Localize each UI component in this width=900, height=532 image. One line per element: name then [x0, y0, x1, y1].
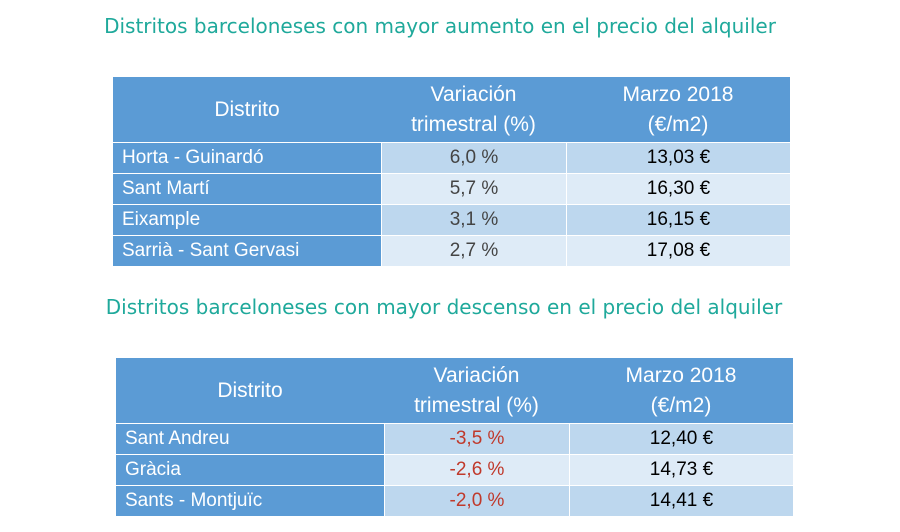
header-price-line1: Marzo 2018: [622, 82, 734, 106]
price-cell: 12,40 €: [569, 423, 793, 454]
table-row: Gràcia -2,6 % 14,73 €: [116, 454, 793, 485]
header-variation-line2: trimestral (%): [411, 112, 536, 136]
price-cell: 16,15 €: [566, 204, 790, 235]
header-district: Distrito: [116, 358, 384, 423]
price-cell: 16,30 €: [566, 173, 790, 204]
header-price-line2: (€/m2): [650, 393, 712, 417]
variation-cell: -2,6 %: [384, 454, 569, 485]
header-variation-line2: trimestral (%): [414, 393, 539, 417]
district-cell: Sants - Montjuïc: [116, 485, 384, 516]
header-row: Distrito Variación trimestral (%) Marzo 2…: [116, 358, 793, 423]
header-district: Distrito: [113, 77, 381, 142]
table-row: Sant Martí 5,7 % 16,30 €: [113, 173, 790, 204]
table-row: Horta - Guinardó 6,0 % 13,03 €: [113, 142, 790, 173]
district-cell: Eixample: [113, 204, 381, 235]
price-cell: 14,73 €: [569, 454, 793, 485]
district-cell: Horta - Guinardó: [113, 142, 381, 173]
variation-cell: -2,0 %: [384, 485, 569, 516]
district-cell: Sant Martí: [113, 173, 381, 204]
variation-cell: 5,7 %: [381, 173, 566, 204]
variation-cell: 3,1 %: [381, 204, 566, 235]
increase-title: Distritos barceloneses con mayor aumento…: [104, 14, 776, 38]
price-cell: 17,08 €: [566, 235, 790, 266]
increase-table: Distrito Variación trimestral (%) Marzo 2…: [113, 77, 790, 266]
header-price: Marzo 2018 (€/m2): [566, 77, 790, 142]
variation-cell: -3,5 %: [384, 423, 569, 454]
variation-cell: 6,0 %: [381, 142, 566, 173]
header-variation-line1: Variación: [433, 363, 520, 387]
decrease-table: Distrito Variación trimestral (%) Marzo 2…: [116, 358, 793, 516]
table-row: Sarrià - Sant Gervasi 2,7 % 17,08 €: [113, 235, 790, 266]
header-variation: Variación trimestral (%): [384, 358, 569, 423]
decrease-title: Distritos barceloneses con mayor descens…: [105, 295, 783, 319]
district-cell: Sant Andreu: [116, 423, 384, 454]
header-price: Marzo 2018 (€/m2): [569, 358, 793, 423]
price-cell: 14,41 €: [569, 485, 793, 516]
price-cell: 13,03 €: [566, 142, 790, 173]
variation-cell: 2,7 %: [381, 235, 566, 266]
header-variation-line1: Variación: [430, 82, 517, 106]
header-variation: Variación trimestral (%): [381, 77, 566, 142]
district-cell: Gràcia: [116, 454, 384, 485]
header-price-line1: Marzo 2018: [625, 363, 737, 387]
table-row: Sant Andreu -3,5 % 12,40 €: [116, 423, 793, 454]
header-row: Distrito Variación trimestral (%) Marzo 2…: [113, 77, 790, 142]
table-row: Eixample 3,1 % 16,15 €: [113, 204, 790, 235]
header-price-line2: (€/m2): [647, 112, 709, 136]
table-row: Sants - Montjuïc -2,0 % 14,41 €: [116, 485, 793, 516]
district-cell: Sarrià - Sant Gervasi: [113, 235, 381, 266]
